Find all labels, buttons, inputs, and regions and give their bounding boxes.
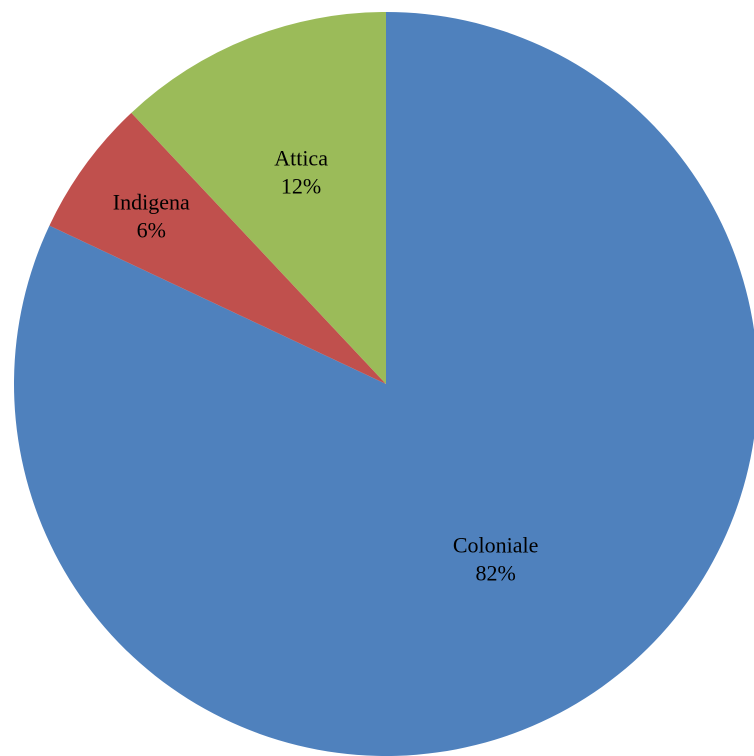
slice-label-attica: Attica 12% [274, 146, 328, 199]
slice-category-label: Indigena [113, 189, 190, 214]
pie-slices [14, 12, 754, 756]
pie-labels: Coloniale 82% Indigena 6% Attica 12% [113, 146, 539, 586]
slice-coloniale [14, 12, 754, 756]
slice-indigena [49, 112, 387, 384]
slice-value-label: 12% [281, 174, 321, 199]
slice-value-label: 82% [475, 561, 515, 586]
slice-value-label: 6% [137, 217, 166, 242]
slice-label-indigena: Indigena 6% [113, 189, 190, 242]
slice-category-label: Attica [274, 146, 328, 171]
slice-attica [131, 12, 386, 384]
slice-label-coloniale: Coloniale 82% [453, 533, 539, 586]
slice-category-label: Coloniale [453, 533, 539, 558]
